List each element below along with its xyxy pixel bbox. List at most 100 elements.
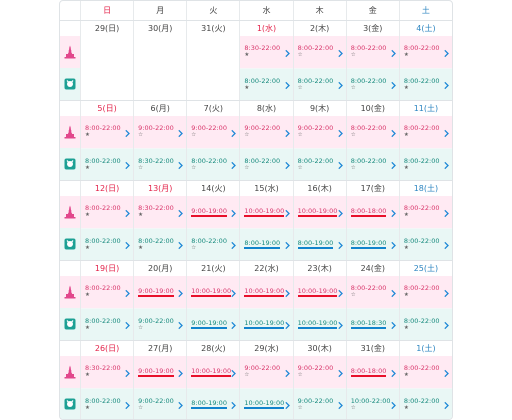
chevron-right-icon[interactable]: [125, 395, 131, 414]
chevron-right-icon[interactable]: [125, 282, 131, 301]
disneyland-hours-slot[interactable]: 8:00-22:00 ★: [399, 307, 452, 340]
chevron-right-icon[interactable]: [338, 202, 343, 221]
disneysea-hours-slot[interactable]: 8:00-22:00 ★: [399, 356, 452, 388]
chevron-right-icon[interactable]: [178, 235, 184, 254]
disneysea-hours-slot[interactable]: 9:00-22:00 ☆: [293, 116, 346, 148]
disneyland-hours-slot[interactable]: 8:00-22:00 ★: [399, 227, 452, 260]
disneyland-hours-slot[interactable]: 8:00-22:00 ★: [81, 387, 134, 419]
chevron-right-icon[interactable]: [178, 202, 184, 221]
chevron-right-icon[interactable]: [284, 282, 290, 301]
disneysea-hours-slot[interactable]: 9:00-22:00 ☆: [240, 116, 293, 148]
chevron-right-icon[interactable]: [284, 395, 290, 414]
disneyland-hours-slot[interactable]: 10:00-19:00: [240, 307, 293, 340]
chevron-right-icon[interactable]: [391, 395, 396, 414]
chevron-right-icon[interactable]: [178, 362, 184, 381]
chevron-right-icon[interactable]: [444, 42, 449, 61]
chevron-right-icon[interactable]: [125, 122, 131, 141]
chevron-right-icon[interactable]: [338, 42, 343, 61]
disneysea-hours-slot[interactable]: 8:00-22:00 ★: [81, 276, 134, 308]
chevron-right-icon[interactable]: [125, 155, 131, 174]
chevron-right-icon[interactable]: [178, 282, 184, 301]
disneyland-hours-slot[interactable]: 10:00-19:00: [293, 307, 346, 340]
disneyland-hours-slot[interactable]: 8:00-22:00 ★: [81, 227, 134, 260]
chevron-right-icon[interactable]: [231, 202, 237, 221]
disneyland-hours-slot[interactable]: 8:30-22:00 ☆: [134, 147, 187, 180]
chevron-right-icon[interactable]: [444, 282, 449, 301]
disneysea-hours-slot[interactable]: 8:00-22:00 ★: [81, 196, 134, 228]
disneyland-hours-slot[interactable]: 9:00-22:00 ☆: [134, 307, 187, 340]
chevron-right-icon[interactable]: [231, 362, 237, 381]
chevron-right-icon[interactable]: [284, 75, 290, 94]
chevron-right-icon[interactable]: [231, 282, 237, 301]
disneyland-hours-slot[interactable]: 8:00-22:00 ☆: [187, 227, 240, 260]
disneyland-hours-slot[interactable]: 8:00-22:00 ☆: [240, 147, 293, 180]
disneyland-hours-slot[interactable]: 8:00-22:00 ☆: [346, 67, 399, 100]
disneysea-hours-slot[interactable]: 8:30-22:00 ★: [240, 36, 293, 68]
chevron-right-icon[interactable]: [338, 122, 343, 141]
disneysea-hours-slot[interactable]: 10:00-19:00: [293, 276, 346, 308]
disneysea-hours-slot[interactable]: 8:00-22:00 ★: [399, 196, 452, 228]
chevron-right-icon[interactable]: [391, 155, 396, 174]
chevron-right-icon[interactable]: [284, 235, 290, 254]
chevron-right-icon[interactable]: [444, 362, 449, 381]
disneyland-hours-slot[interactable]: 8:00-22:00 ★: [81, 307, 134, 340]
disneysea-hours-slot[interactable]: 10:00-19:00: [293, 196, 346, 228]
disneysea-hours-slot[interactable]: 9:00-22:00 ☆: [240, 356, 293, 388]
chevron-right-icon[interactable]: [391, 202, 396, 221]
chevron-right-icon[interactable]: [125, 315, 131, 334]
chevron-right-icon[interactable]: [444, 202, 449, 221]
chevron-right-icon[interactable]: [338, 395, 343, 414]
chevron-right-icon[interactable]: [444, 122, 449, 141]
disneysea-hours-slot[interactable]: 10:00-19:00: [240, 276, 293, 308]
disneysea-hours-slot[interactable]: 8:30-22:00 ★: [134, 196, 187, 228]
disneyland-hours-slot[interactable]: 10:00-19:00: [240, 387, 293, 419]
chevron-right-icon[interactable]: [284, 315, 290, 334]
disneyland-hours-slot[interactable]: 8:00-22:00 ★: [399, 67, 452, 100]
disneysea-hours-slot[interactable]: 8:00-22:00 ☆: [346, 276, 399, 308]
chevron-right-icon[interactable]: [391, 42, 396, 61]
chevron-right-icon[interactable]: [284, 155, 290, 174]
disneysea-hours-slot[interactable]: 8:00-22:00 ★: [399, 116, 452, 148]
chevron-right-icon[interactable]: [338, 75, 343, 94]
chevron-right-icon[interactable]: [391, 282, 396, 301]
disneysea-hours-slot[interactable]: 8:00-22:00 ★: [81, 116, 134, 148]
chevron-right-icon[interactable]: [284, 42, 290, 61]
disneysea-hours-slot[interactable]: 8:00-18:00: [346, 356, 399, 388]
chevron-right-icon[interactable]: [231, 395, 237, 414]
disneyland-hours-slot[interactable]: 8:00-22:00 ★: [240, 67, 293, 100]
disneysea-hours-slot[interactable]: 8:00-22:00 ☆: [346, 116, 399, 148]
chevron-right-icon[interactable]: [444, 75, 449, 94]
chevron-right-icon[interactable]: [338, 155, 343, 174]
disneyland-hours-slot[interactable]: 8:00-19:00: [346, 227, 399, 260]
disneyland-hours-slot[interactable]: 10:00-22:00 ☆: [346, 387, 399, 419]
disneysea-hours-slot[interactable]: 10:00-19:00: [187, 356, 240, 388]
disneysea-hours-slot[interactable]: 9:00-22:00 ☆: [187, 116, 240, 148]
chevron-right-icon[interactable]: [284, 362, 290, 381]
disneysea-hours-slot[interactable]: 9:00-22:00 ☆: [134, 116, 187, 148]
disneyland-hours-slot[interactable]: 9:00-22:00 ☆: [134, 387, 187, 419]
disneyland-hours-slot[interactable]: 8:00-22:00 ☆: [293, 67, 346, 100]
disneysea-hours-slot[interactable]: 9:00-19:00: [187, 196, 240, 228]
chevron-right-icon[interactable]: [178, 395, 184, 414]
disneyland-hours-slot[interactable]: 8:00-22:00 ★: [399, 147, 452, 180]
disneyland-hours-slot[interactable]: 8:00-19:00: [293, 227, 346, 260]
disneyland-hours-slot[interactable]: 8:00-22:00 ☆: [187, 147, 240, 180]
chevron-right-icon[interactable]: [444, 395, 449, 414]
chevron-right-icon[interactable]: [284, 202, 290, 221]
disneysea-hours-slot[interactable]: 8:30-22:00 ★: [81, 356, 134, 388]
chevron-right-icon[interactable]: [178, 155, 184, 174]
disneysea-hours-slot[interactable]: 10:00-19:00: [240, 196, 293, 228]
chevron-right-icon[interactable]: [391, 315, 396, 334]
disneyland-hours-slot[interactable]: 8:00-22:00 ☆: [346, 147, 399, 180]
chevron-right-icon[interactable]: [338, 315, 343, 334]
disneyland-hours-slot[interactable]: 8:00-22:00 ★: [81, 147, 134, 180]
chevron-right-icon[interactable]: [444, 155, 449, 174]
disneysea-hours-slot[interactable]: 9:00-22:00 ☆: [293, 356, 346, 388]
disneyland-hours-slot[interactable]: 8:00-22:00 ★: [134, 227, 187, 260]
chevron-right-icon[interactable]: [391, 122, 396, 141]
chevron-right-icon[interactable]: [125, 235, 131, 254]
chevron-right-icon[interactable]: [338, 235, 343, 254]
chevron-right-icon[interactable]: [231, 122, 237, 141]
disneyland-hours-slot[interactable]: 8:00-18:30: [346, 307, 399, 340]
disneysea-hours-slot[interactable]: 8:00-18:00: [346, 196, 399, 228]
